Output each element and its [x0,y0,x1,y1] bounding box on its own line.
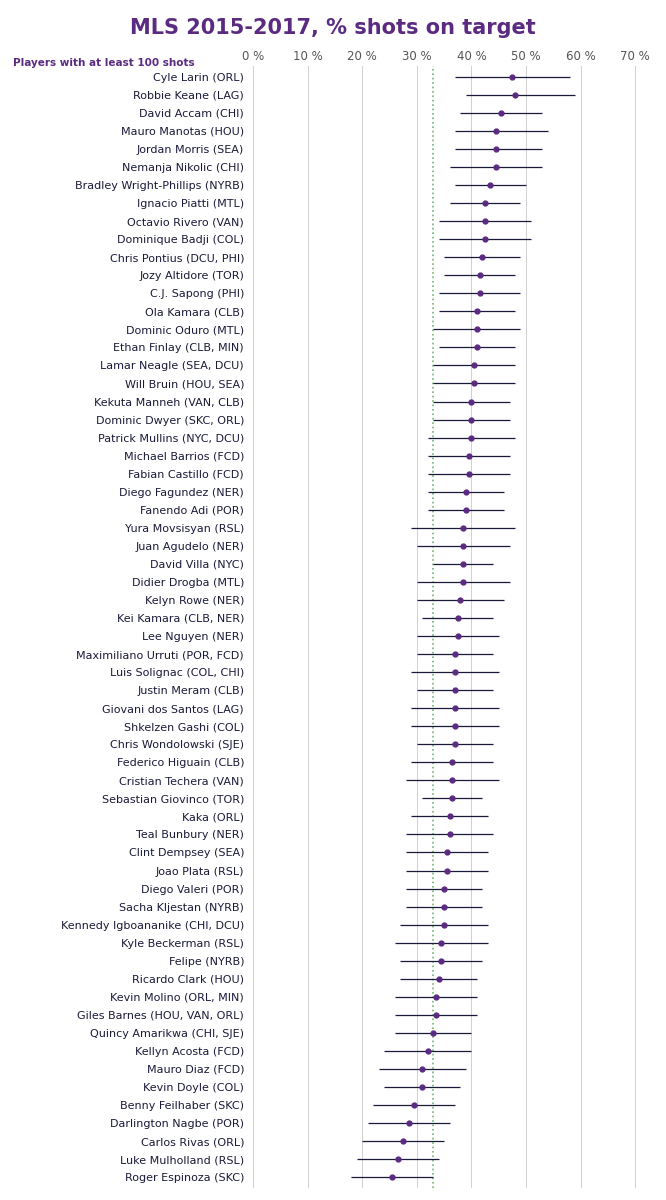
Text: Players with at least 100 shots: Players with at least 100 shots [13,58,195,67]
Text: MLS 2015-2017, % shots on target: MLS 2015-2017, % shots on target [130,18,536,38]
